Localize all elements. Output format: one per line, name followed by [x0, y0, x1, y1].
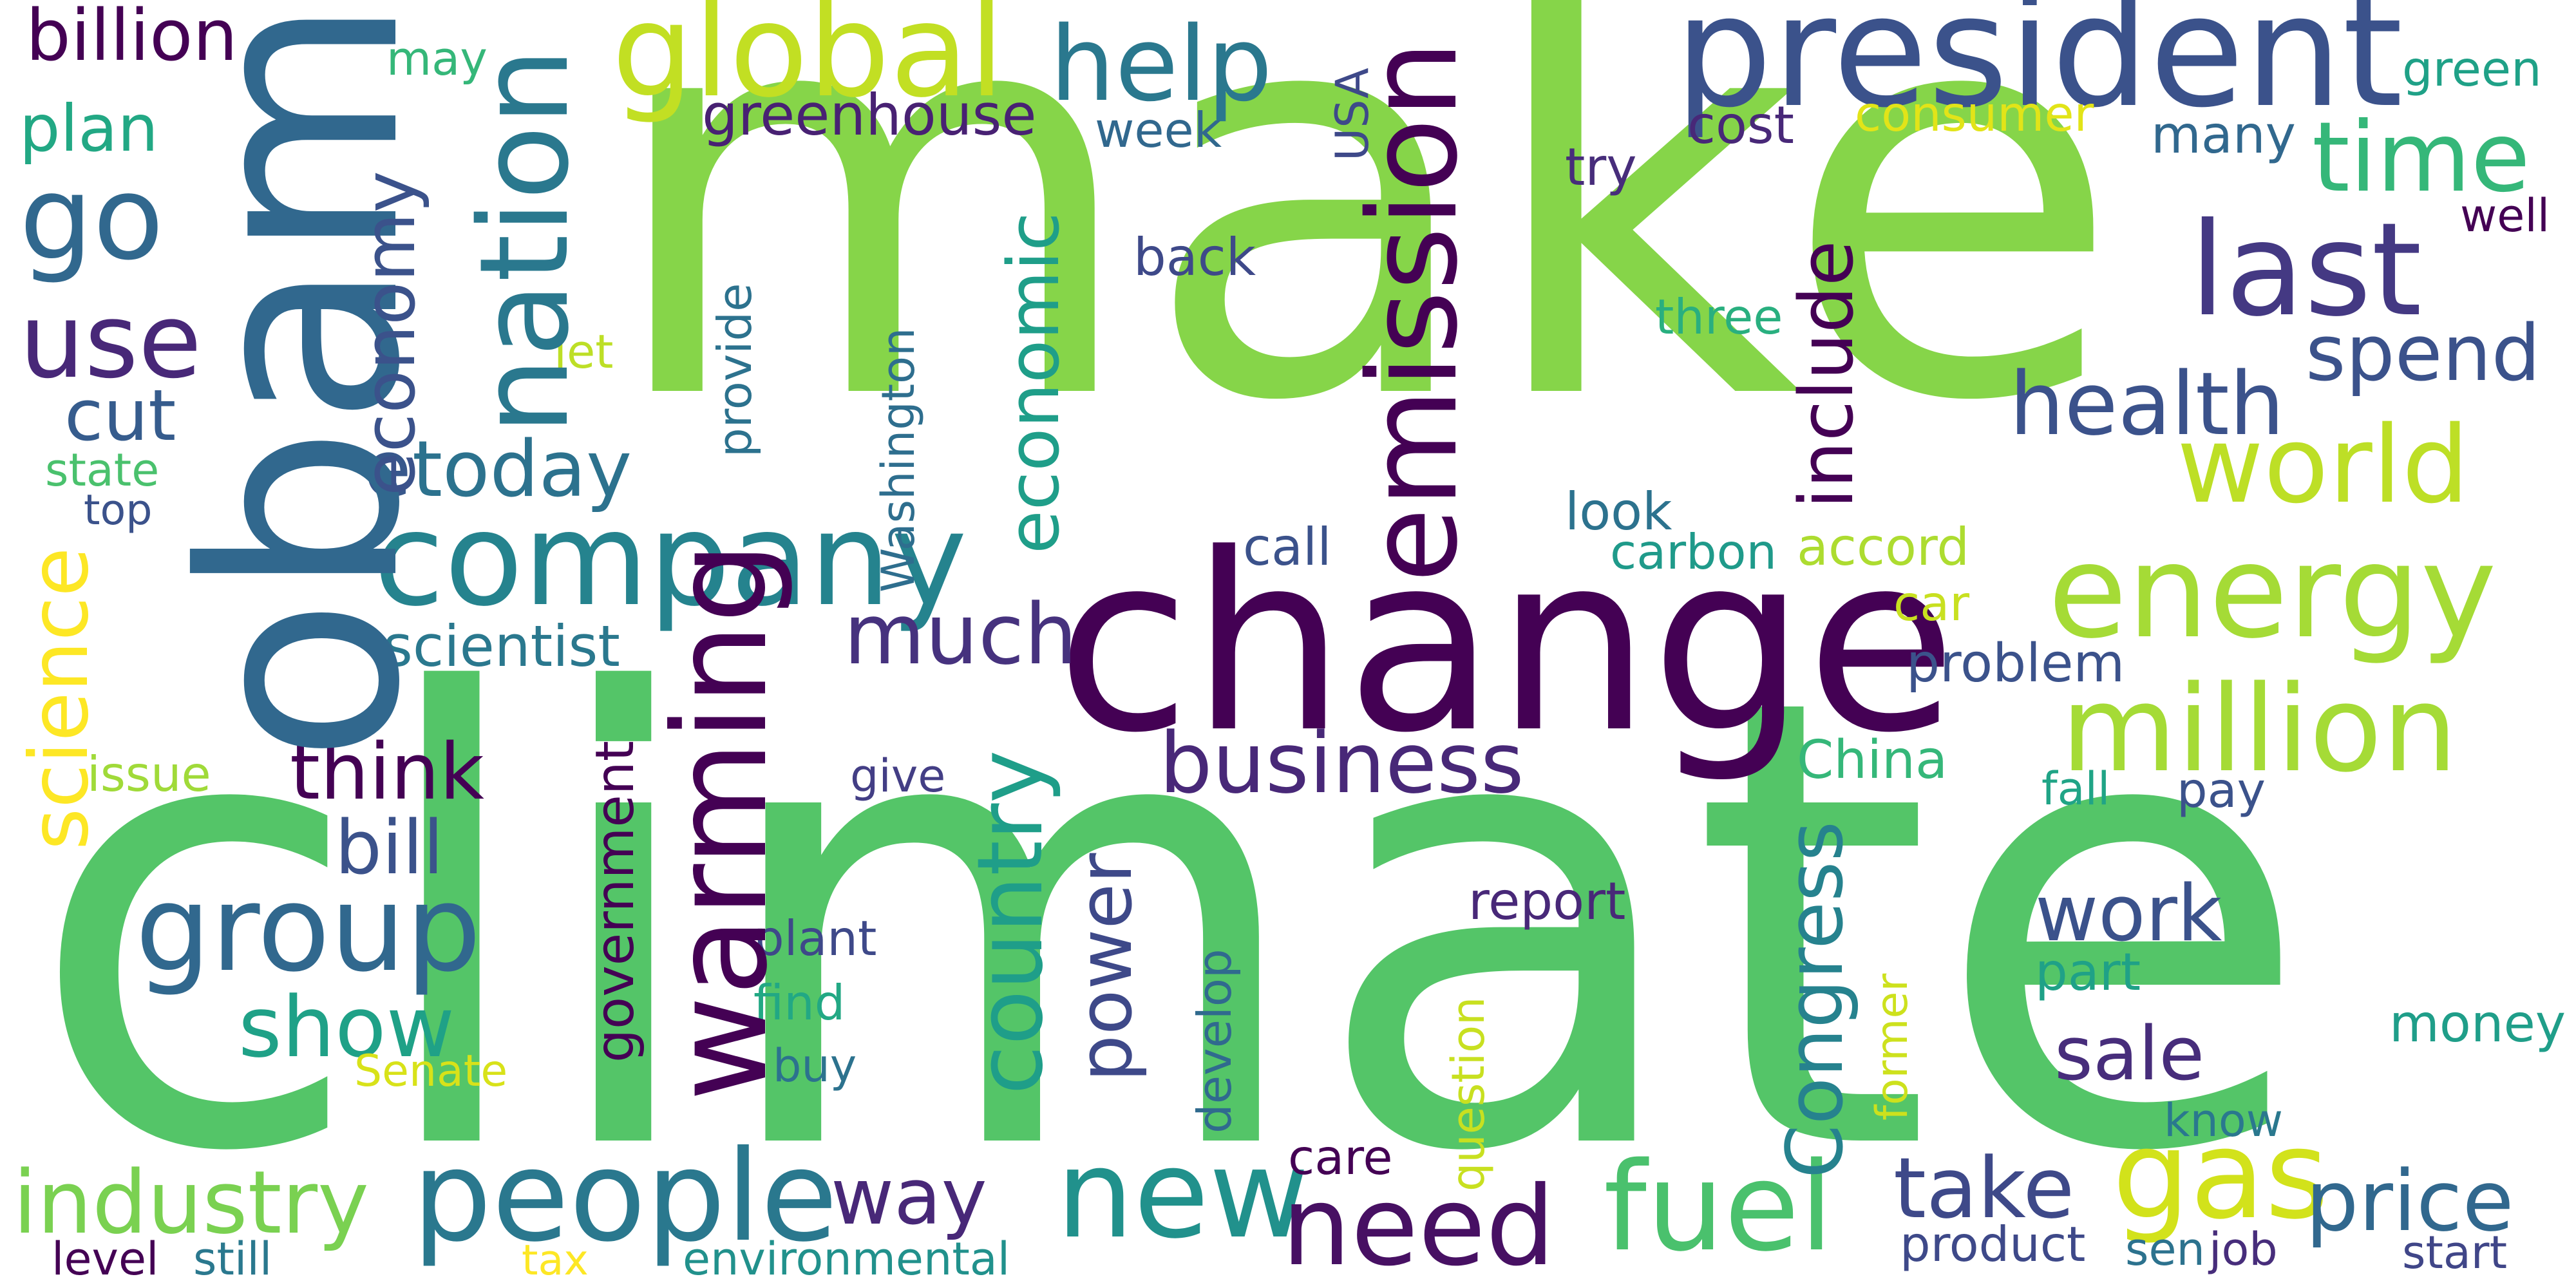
word-report: report — [1468, 871, 1626, 931]
word-usa: USA — [1326, 68, 1379, 161]
word-help: help — [1050, 4, 1273, 124]
word-top: top — [84, 486, 153, 535]
word-president: president — [1674, 0, 2403, 142]
word-billion: billion — [26, 0, 238, 77]
word-green: green — [2402, 41, 2542, 97]
word-look: look — [1565, 482, 1672, 542]
word-include: include — [1784, 240, 1870, 509]
word-still: still — [193, 1233, 272, 1285]
word-level: level — [52, 1233, 159, 1285]
word-give: give — [850, 750, 946, 802]
word-work: work — [2035, 869, 2222, 959]
word-change: change — [1056, 501, 1957, 786]
word-consumer: consumer — [1855, 86, 2094, 142]
word-question: question — [1442, 996, 1495, 1191]
word-develop: develop — [1188, 949, 1242, 1133]
word-part: part — [2035, 942, 2141, 1002]
word-global: global — [612, 0, 1005, 126]
word-bill: bill — [335, 805, 444, 891]
word-carbon: carbon — [1610, 524, 1777, 580]
word-need: need — [1282, 1163, 1555, 1288]
word-million: million — [2061, 659, 2458, 799]
word-plan: plan — [19, 91, 158, 166]
word-tax: tax — [522, 1236, 589, 1285]
word-energy: energy — [2048, 517, 2497, 667]
word-government: government — [585, 741, 646, 1063]
word-try: try — [1565, 137, 1637, 197]
word-last: last — [2190, 195, 2422, 345]
word-much: much — [844, 585, 1077, 683]
word-product: product — [1900, 1216, 2086, 1273]
word-spend: spend — [2306, 309, 2541, 399]
word-country: country — [958, 750, 1063, 1095]
word-fuel: fuel — [1604, 1136, 1833, 1278]
word-people: people — [412, 1123, 838, 1269]
word-climate: climate — [26, 567, 2313, 1287]
word-well: well — [2460, 189, 2550, 242]
word-make: make — [602, 0, 2123, 522]
word-price: price — [2306, 1152, 2514, 1250]
word-call: call — [1243, 517, 1332, 577]
word-science: science — [13, 547, 106, 850]
word-china: China — [1797, 730, 1948, 791]
word-take: take — [1893, 1139, 2075, 1237]
word-economy: economy — [348, 171, 431, 496]
word-car: car — [1893, 575, 1970, 632]
word-gas: gas — [2112, 1104, 2329, 1246]
word-company: company — [374, 485, 967, 635]
word-business: business — [1159, 714, 1524, 812]
word-group: group — [135, 859, 482, 998]
word-former: former — [1867, 973, 1918, 1121]
word-back: back — [1133, 227, 1256, 287]
word-pay: pay — [2177, 762, 2266, 819]
word-show: show — [238, 978, 455, 1076]
word-week: week — [1095, 102, 1222, 158]
word-washington: Washington — [872, 327, 925, 592]
word-congress: Congress — [1771, 821, 1861, 1179]
word-cut: cut — [64, 374, 176, 457]
word-environmental: environmental — [683, 1233, 1010, 1285]
word-provide: provide — [708, 283, 762, 457]
word-new: new — [1056, 1123, 1309, 1265]
word-state: state — [45, 444, 160, 497]
word-plant: plant — [753, 910, 877, 967]
word-find: find — [753, 974, 846, 1031]
word-three: three — [1655, 289, 1783, 345]
word-think: think — [290, 728, 484, 817]
word-industry: industry — [13, 1152, 369, 1253]
word-e: e — [364, 425, 412, 515]
word-jet: jet — [554, 325, 614, 379]
word-way: way — [831, 1153, 987, 1242]
word-fall: fall — [2041, 762, 2110, 815]
word-many: many — [2151, 105, 2296, 165]
word-time: time — [2312, 102, 2530, 214]
word-world: world — [2177, 403, 2470, 527]
word-cost: cost — [1687, 95, 1794, 155]
word-know: know — [2164, 1094, 2283, 1147]
word-sale: sale — [2054, 1011, 2205, 1097]
word-sen: sen — [2125, 1223, 2205, 1276]
word-power: power — [1063, 853, 1149, 1082]
word-warming: warming — [646, 542, 796, 1101]
word-job: job — [2209, 1223, 2278, 1276]
word-buy: buy — [773, 1039, 857, 1092]
word-nation: nation — [453, 48, 596, 435]
word-greenhouse: greenhouse — [702, 82, 1037, 148]
word-senate: Senate — [354, 1046, 508, 1097]
word-issue: issue — [87, 746, 211, 802]
word-money: money — [2389, 994, 2566, 1054]
word-use: use — [19, 281, 202, 401]
word-economic: economic — [992, 212, 1075, 554]
word-care: care — [1288, 1129, 1393, 1186]
word-today: today — [412, 425, 632, 515]
word-problem: problem — [1906, 633, 2125, 694]
word-go: go — [19, 151, 164, 286]
word-health: health — [2009, 354, 2285, 455]
word-may: may — [386, 32, 488, 86]
word-accord: accord — [1797, 517, 1970, 577]
word-start: start — [2402, 1226, 2508, 1279]
word-scientist: scientist — [383, 613, 620, 679]
